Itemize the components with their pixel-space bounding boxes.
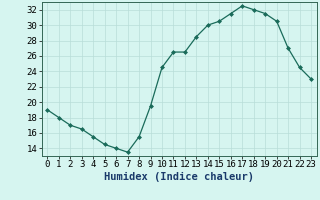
X-axis label: Humidex (Indice chaleur): Humidex (Indice chaleur)	[104, 172, 254, 182]
